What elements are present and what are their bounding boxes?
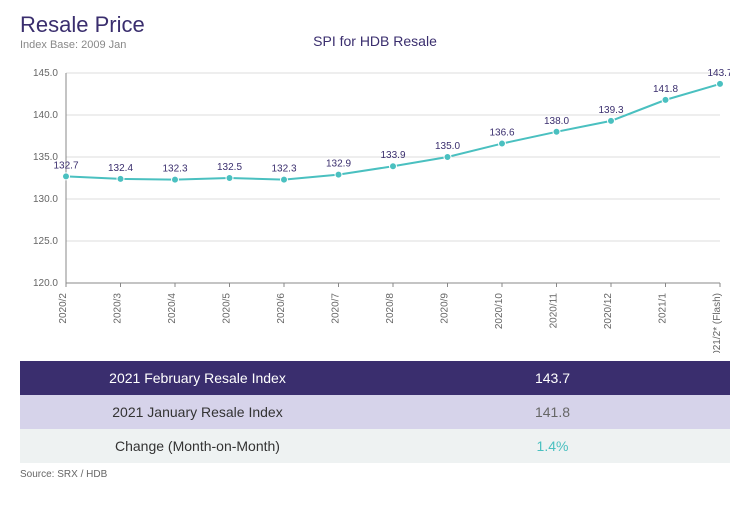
data-label: 143.7 <box>707 68 730 79</box>
x-tick-label: 2020/2 <box>58 293 69 324</box>
data-point <box>717 80 724 87</box>
x-tick-label: 2021/2* (Flash) <box>712 293 723 353</box>
x-tick-label: 2020/8 <box>385 293 396 324</box>
y-tick-label: 145.0 <box>33 68 58 79</box>
x-tick-label: 2020/3 <box>113 293 124 324</box>
data-label: 132.7 <box>53 160 78 171</box>
line-chart: 120.0 125.0 130.0 135.0 140.0 145.0 132.7 2020/… <box>20 63 730 353</box>
data-label: 132.3 <box>271 164 296 175</box>
y-tick-label: 130.0 <box>33 194 58 205</box>
y-tick-label: 120.0 <box>33 278 58 289</box>
data-point <box>281 176 288 183</box>
data-label: 141.8 <box>653 84 678 95</box>
x-tick-label: 2020/9 <box>440 293 451 324</box>
data-label: 132.5 <box>217 162 242 173</box>
data-point <box>499 140 506 147</box>
data-point <box>63 173 70 180</box>
x-tick-label: 2020/6 <box>276 293 287 324</box>
summary-label: 2021 February Resale Index <box>20 361 375 395</box>
summary-value: 1.4% <box>375 429 730 463</box>
data-point <box>662 96 669 103</box>
data-point <box>444 154 451 161</box>
chart-svg: 120.0 125.0 130.0 135.0 140.0 145.0 132.7 2020/… <box>20 63 730 353</box>
data-point <box>117 175 124 182</box>
data-label: 132.3 <box>162 164 187 175</box>
data-point <box>335 171 342 178</box>
data-label: 133.9 <box>380 150 405 161</box>
summary-label: 2021 January Resale Index <box>20 395 375 429</box>
x-tick-label: 2020/12 <box>603 293 614 330</box>
summary-table: 2021 February Resale Index143.72021 Janu… <box>20 361 730 463</box>
data-label: 139.3 <box>598 105 623 116</box>
summary-row: 2021 February Resale Index143.7 <box>20 361 730 395</box>
data-point <box>390 163 397 170</box>
x-tick-label: 2020/4 <box>167 293 178 324</box>
data-point <box>608 117 615 124</box>
x-tick-label: 2020/5 <box>222 293 233 324</box>
summary-value: 141.8 <box>375 395 730 429</box>
summary-row: Change (Month-on-Month)1.4% <box>20 429 730 463</box>
x-tick-label: 2021/1 <box>658 293 669 324</box>
summary-label: Change (Month-on-Month) <box>20 429 375 463</box>
data-label: 138.0 <box>544 116 569 127</box>
y-tick-label: 125.0 <box>33 236 58 247</box>
x-tick-label: 2020/7 <box>331 293 342 324</box>
summary-value: 143.7 <box>375 361 730 395</box>
data-label: 136.6 <box>489 128 514 139</box>
data-point <box>172 176 179 183</box>
y-tick-label: 140.0 <box>33 110 58 121</box>
summary-row: 2021 January Resale Index141.8 <box>20 395 730 429</box>
header: Resale Price Index Base: 2009 Jan SPI fo… <box>0 0 750 51</box>
x-tick-label: 2020/10 <box>494 293 505 330</box>
data-label: 132.4 <box>108 163 133 174</box>
data-label: 132.9 <box>326 159 351 170</box>
data-point <box>553 128 560 135</box>
x-tick-label: 2020/11 <box>549 293 560 329</box>
data-label: 135.0 <box>435 141 460 152</box>
data-point <box>226 175 233 182</box>
source-text: Source: SRX / HDB <box>20 469 730 480</box>
